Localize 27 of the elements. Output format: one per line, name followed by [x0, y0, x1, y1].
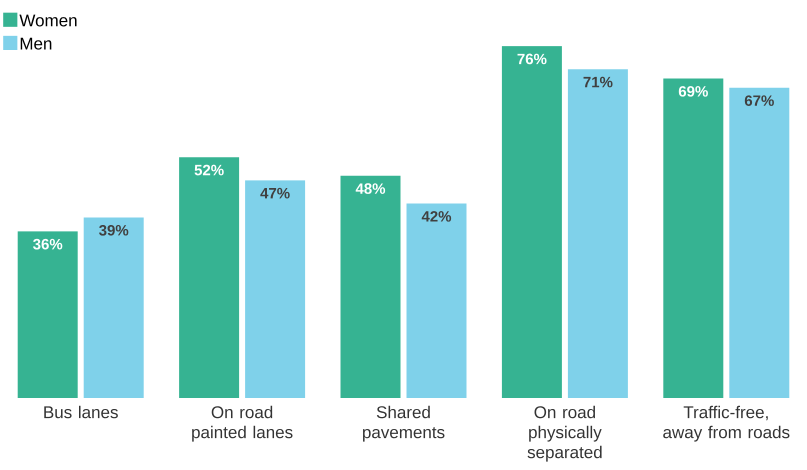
data-label: 48% [356, 183, 386, 194]
data-label: 67% [744, 95, 774, 106]
data-label: 47% [260, 188, 290, 198]
bar [729, 88, 790, 398]
x-tick-label: On road painted lanes [192, 406, 293, 442]
data-label: 76% [518, 54, 547, 64]
bar [245, 180, 306, 398]
data-label: 71% [584, 76, 613, 88]
data-label: 42% [422, 211, 452, 222]
x-tick-label: On road physically separated [528, 406, 602, 462]
bar [568, 69, 628, 398]
x-tick-label: Traffic-free, away from roads [663, 406, 790, 442]
x-tick-label: Bus lanes [44, 406, 118, 418]
data-label: 52% [194, 164, 224, 176]
x-tick-label: Shared pavements [363, 406, 444, 442]
bar [340, 176, 401, 398]
bar [502, 46, 562, 398]
bar [84, 217, 144, 398]
bar [406, 204, 467, 398]
data-label: 39% [99, 224, 128, 236]
data-label: 69% [678, 86, 708, 97]
bar [179, 157, 240, 398]
data-label: 36% [33, 238, 62, 250]
bar [663, 78, 724, 398]
legend-label: Women [19, 14, 77, 26]
bar [18, 231, 78, 398]
legend-label: Men [20, 38, 52, 50]
